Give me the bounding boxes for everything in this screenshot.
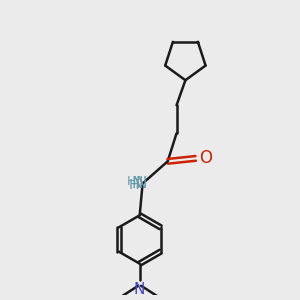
Text: H: H (127, 176, 136, 188)
Text: O: O (200, 149, 212, 167)
Text: N: N (136, 176, 147, 191)
Text: N: N (131, 176, 142, 191)
Text: N: N (134, 282, 146, 297)
Text: H: H (129, 178, 139, 192)
